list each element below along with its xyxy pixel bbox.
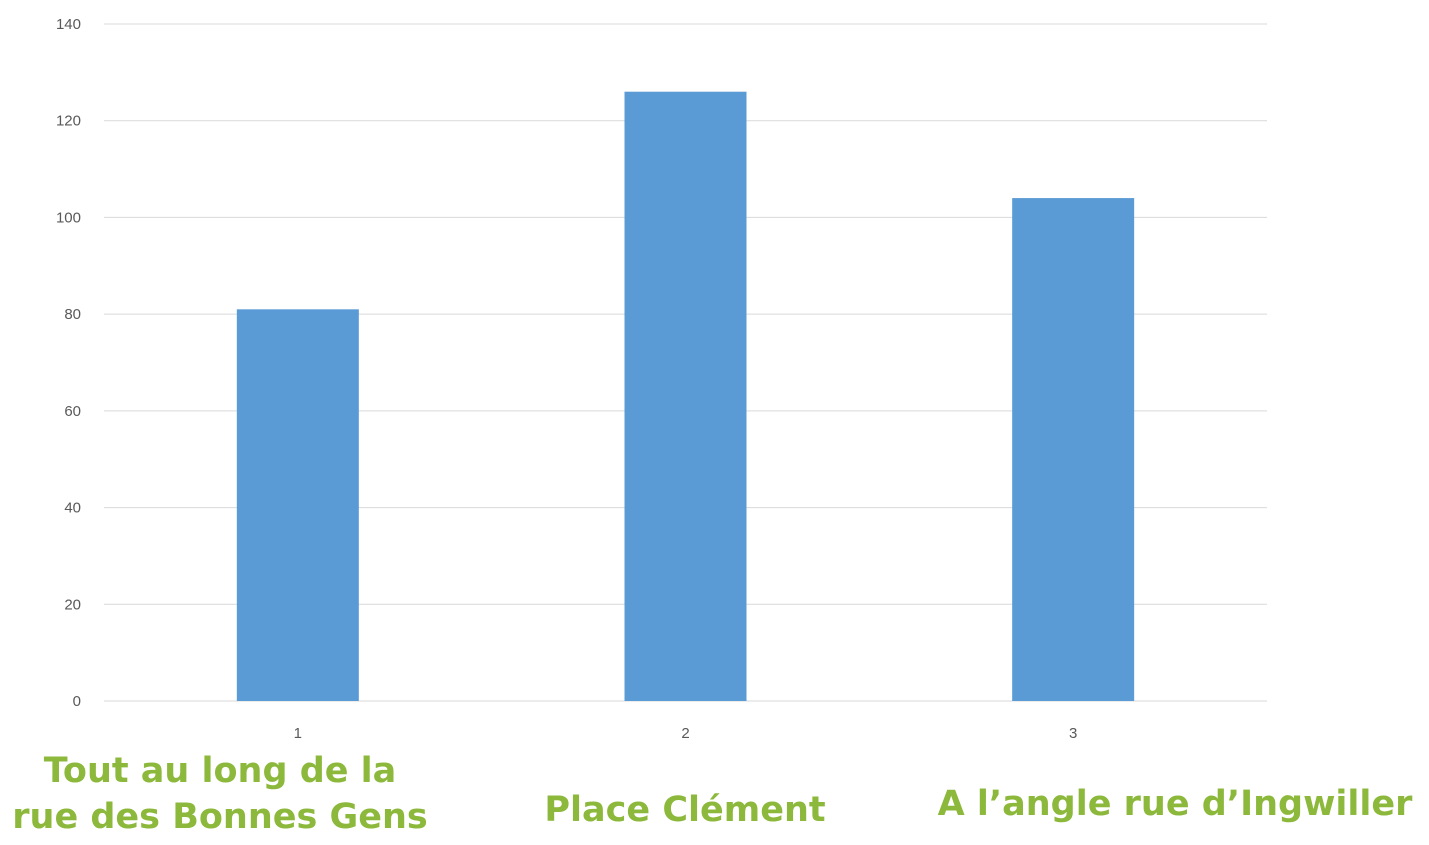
location-label-2: Place Clément xyxy=(490,787,880,833)
x-tick-label: 3 xyxy=(1069,725,1077,742)
y-tick-label: 0 xyxy=(73,693,81,710)
bar-3 xyxy=(1012,198,1135,702)
x-tick-label: 1 xyxy=(294,725,302,742)
y-tick-label: 20 xyxy=(64,596,81,613)
location-label-1-line-1: Tout au long de la xyxy=(43,751,397,791)
y-tick-label: 100 xyxy=(56,209,81,226)
bar-2 xyxy=(624,91,747,701)
y-axis-ticks: 0 20 40 60 80 100 120 140 xyxy=(56,16,81,710)
y-tick-label: 60 xyxy=(64,403,81,420)
y-tick-label: 120 xyxy=(56,113,81,130)
location-label-3-line-1: A l’angle rue d’Ingwiller xyxy=(937,784,1413,824)
location-label-2-line-1: Place Clément xyxy=(544,790,826,830)
x-axis-ticks: 1 2 3 xyxy=(294,725,1078,742)
bar-1 xyxy=(236,309,359,701)
y-tick-label: 140 xyxy=(56,16,81,33)
location-label-1-line-2: rue des Bonnes Gens xyxy=(12,797,428,837)
bars xyxy=(236,91,1135,702)
location-label-3: A l’angle rue d’Ingwiller xyxy=(930,781,1420,827)
x-tick-label: 2 xyxy=(681,725,689,742)
location-label-1: Tout au long de la rue des Bonnes Gens xyxy=(0,748,440,840)
y-tick-label: 40 xyxy=(64,500,81,517)
y-tick-label: 80 xyxy=(64,306,81,323)
